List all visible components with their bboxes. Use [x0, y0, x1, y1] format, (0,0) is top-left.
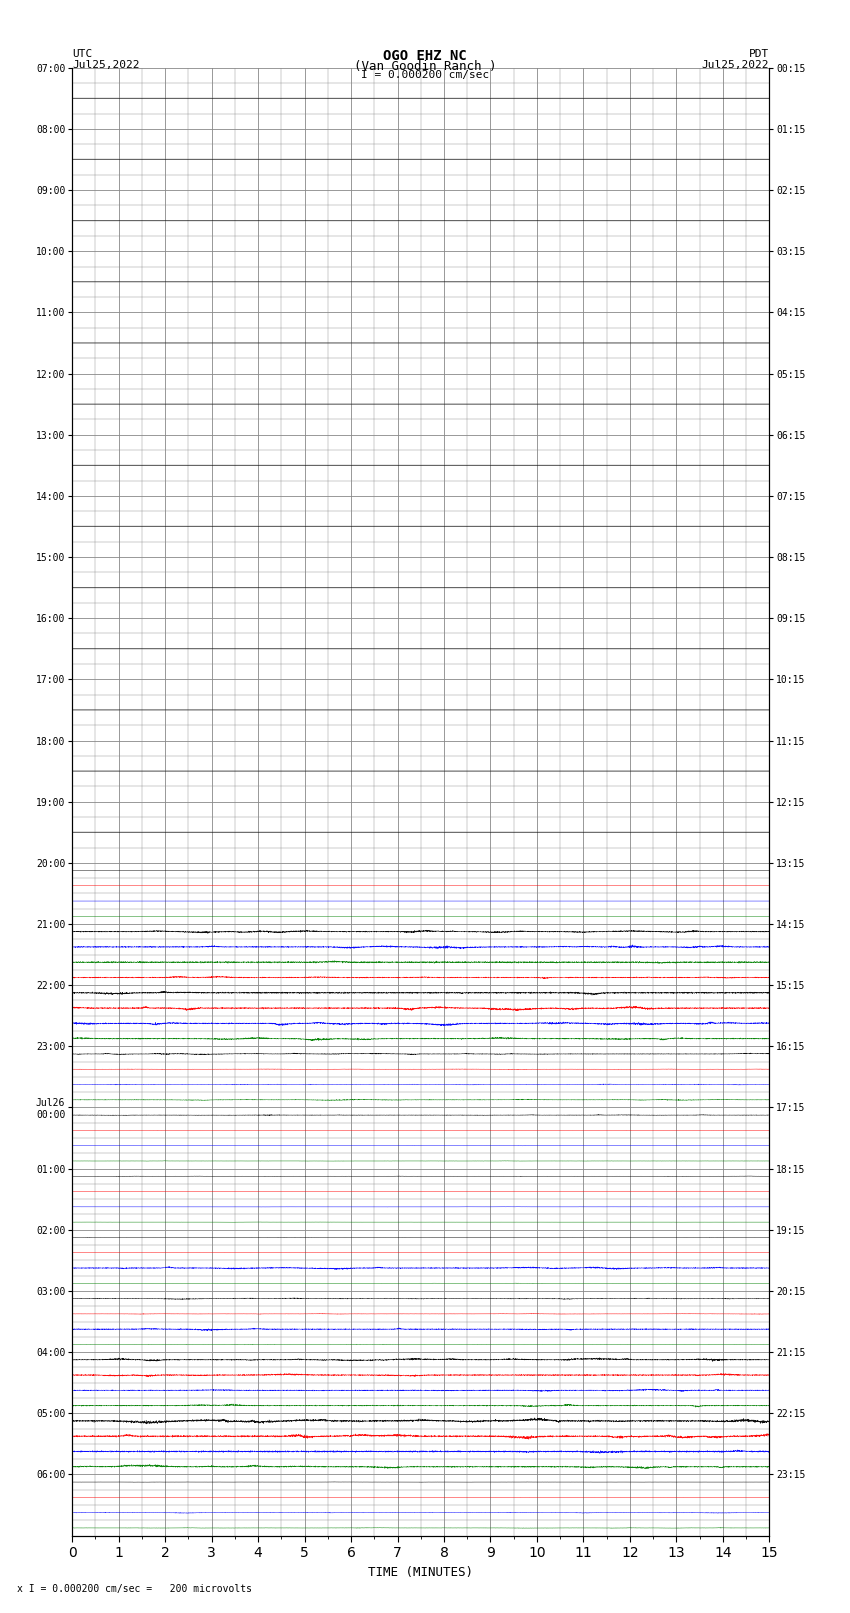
Text: Jul25,2022: Jul25,2022	[72, 60, 139, 69]
Text: Jul25,2022: Jul25,2022	[702, 60, 769, 69]
Text: PDT: PDT	[749, 50, 769, 60]
Text: I = 0.000200 cm/sec: I = 0.000200 cm/sec	[361, 71, 489, 81]
X-axis label: TIME (MINUTES): TIME (MINUTES)	[368, 1566, 473, 1579]
Text: x I = 0.000200 cm/sec =   200 microvolts: x I = 0.000200 cm/sec = 200 microvolts	[17, 1584, 252, 1594]
Text: (Van Goodin Ranch ): (Van Goodin Ranch )	[354, 60, 496, 73]
Text: OGO EHZ NC: OGO EHZ NC	[383, 50, 467, 63]
Text: UTC: UTC	[72, 50, 93, 60]
